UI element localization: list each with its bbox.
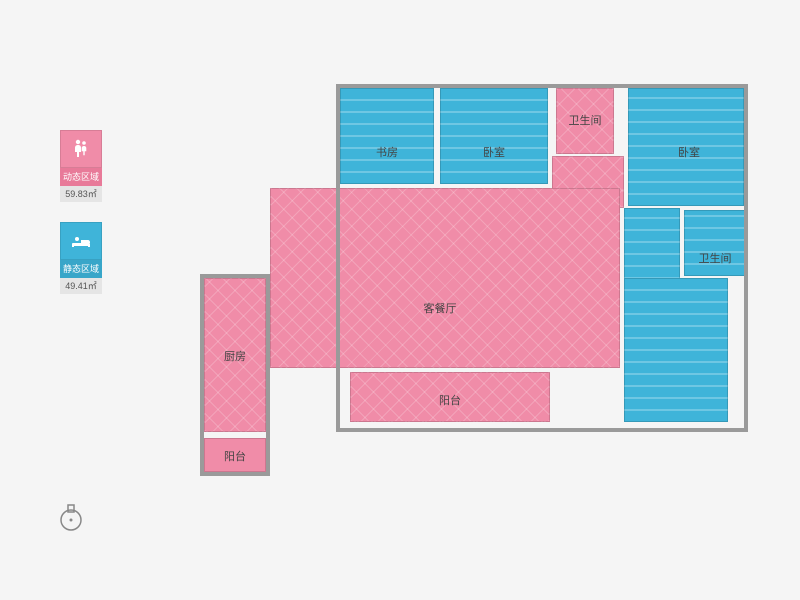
floorplan: 书房卧室卫生间卧室卫生间客餐厅主卧厨房阳台阳台 (190, 80, 750, 510)
people-icon (60, 130, 102, 168)
legend: 动态区域 59.83㎡ 静态区域 49.41㎡ (60, 130, 102, 314)
legend-static-value: 49.41㎡ (60, 278, 102, 294)
room-label-bath1: 卫生间 (569, 112, 602, 128)
room-label-balcony1: 阳台 (439, 392, 461, 408)
room-bedroom1 (440, 88, 548, 184)
room-label-bedroom2: 卧室 (678, 144, 700, 160)
room-label-living: 客餐厅 (424, 300, 457, 316)
legend-dynamic-label: 动态区域 (60, 168, 102, 186)
room-label-kitchen: 厨房 (224, 348, 246, 364)
room-label-bath2: 卫生间 (699, 250, 732, 266)
legend-dynamic-value: 59.83㎡ (60, 186, 102, 202)
room-study (340, 88, 434, 184)
legend-static-label: 静态区域 (60, 260, 102, 278)
room-label-bedroom1: 卧室 (483, 144, 505, 160)
room-living (270, 188, 620, 368)
room-label-balcony2: 阳台 (224, 448, 246, 464)
room-label-study: 书房 (376, 144, 398, 160)
sleep-icon (60, 222, 102, 260)
legend-static: 静态区域 49.41㎡ (60, 222, 102, 294)
legend-dynamic: 动态区域 59.83㎡ (60, 130, 102, 202)
room-bath2 (684, 210, 746, 276)
room-master2 (624, 278, 728, 422)
compass-icon (55, 500, 87, 537)
